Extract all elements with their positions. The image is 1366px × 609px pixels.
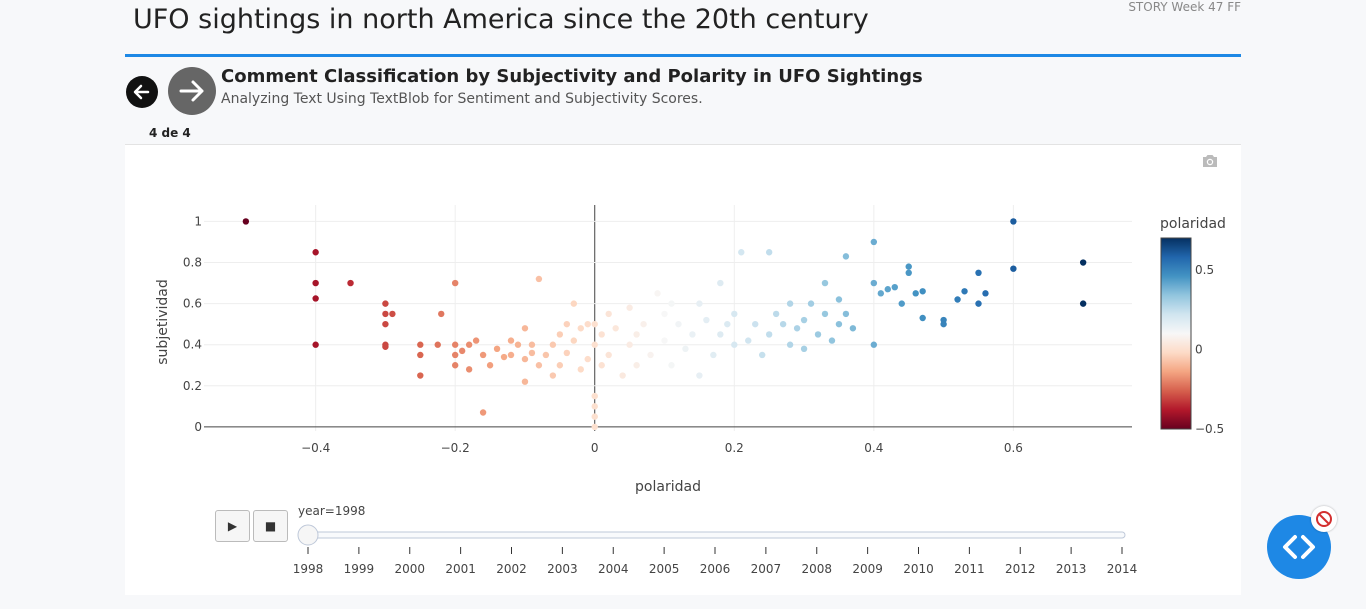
page-title: UFO sightings in north America since the… [133,4,869,35]
chart-panel [125,144,1241,595]
previous-slide-button[interactable] [126,76,158,108]
code-toggle-button[interactable] [1267,515,1331,579]
stop-icon: ■ [264,519,277,533]
stop-button[interactable]: ■ [253,510,288,542]
arrow-right-icon [179,80,204,102]
block-icon[interactable] [1311,506,1337,532]
slide-counter: 4 de 4 [149,126,191,140]
story-label: STORY Week 47 FF [1128,0,1241,14]
play-button[interactable]: ▶ [215,510,250,542]
arrow-left-icon [133,84,150,100]
slide-subtitle: Analyzing Text Using TextBlob for Sentim… [221,91,703,107]
next-slide-button[interactable] [168,67,216,115]
slide-title: Comment Classification by Subjectivity a… [221,66,923,87]
play-icon: ▶ [227,519,238,533]
code-icon [1283,535,1315,559]
camera-icon[interactable] [1201,153,1219,169]
title-divider [125,54,1241,57]
